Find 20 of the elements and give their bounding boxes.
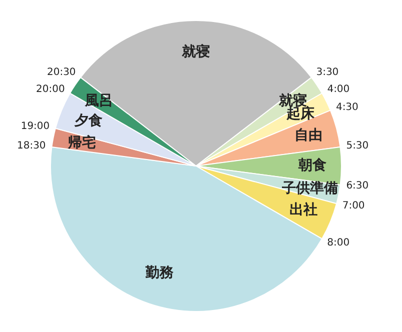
text: 8:00 bbox=[327, 237, 350, 248]
text: 19:00 bbox=[20, 120, 50, 132]
text: 20:30 bbox=[46, 67, 76, 78]
slice-label: 出社 bbox=[290, 202, 318, 218]
text: 18:30 bbox=[16, 140, 46, 152]
slice-label: 起床 bbox=[285, 105, 316, 122]
slice-label: 夕食 bbox=[73, 113, 102, 130]
text: 6:30 bbox=[346, 180, 369, 192]
text: 4:00 bbox=[327, 84, 350, 95]
text: 5:30 bbox=[346, 140, 369, 152]
text: 7:00 bbox=[342, 200, 365, 212]
slice-label: 自由 bbox=[294, 128, 322, 144]
text: 4:30 bbox=[336, 102, 358, 113]
text: 3:30 bbox=[316, 67, 339, 78]
slice-label: 帰宅 bbox=[66, 134, 96, 151]
slice-label: 風呂 bbox=[84, 92, 114, 109]
slice-label: 勤務 bbox=[144, 265, 174, 282]
slice-label: 朝食 bbox=[297, 158, 326, 174]
slice-label: 就寝 bbox=[181, 43, 210, 60]
text: 20:00 bbox=[36, 84, 65, 95]
